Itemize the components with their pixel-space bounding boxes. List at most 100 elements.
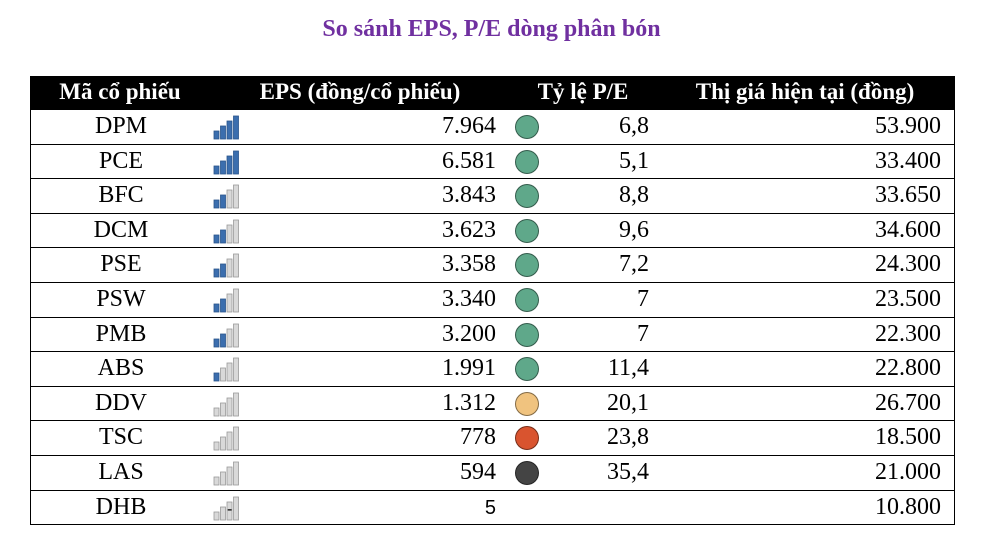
eps-value: 6.581 [442,147,496,174]
pe-value: 7 [637,286,649,312]
table-row: TSC 778 23,8 18.500 [30,421,955,456]
eps-icon [213,461,239,486]
pe-value: 35,4 [607,459,649,485]
stock-code: LAS [98,459,144,485]
table-row: PCE 6.581 5,1 33.400 [30,144,955,180]
eps-value: 1.312 [442,389,496,416]
stock-code: PCE [98,147,144,174]
icon-bar [213,199,220,209]
pe-value: 20,1 [607,389,649,416]
eps-icon [213,288,239,313]
icon-bar [233,150,239,174]
table-row: LAS 594 35,4 21.000 [30,456,955,491]
stock-code: PSE [100,251,142,278]
pe-indicator [515,391,539,416]
stock-code: DPM [94,113,148,139]
eps-icon [213,323,239,347]
price-value: 33.400 [875,147,941,174]
pe-indicator [515,322,539,347]
icon-bar [213,165,220,174]
stock-code: TSC [98,424,144,451]
eps-value: 3.340 [442,286,496,312]
pe-indicator [515,184,539,209]
pe-indicator [515,288,539,312]
eps-icon [213,392,239,417]
icon-bar [226,431,233,451]
header-cell: Mã cổ phiếu [59,79,181,104]
table-row: DDV 1.312 20,1 26.700 [30,386,955,422]
icon-bar [226,328,233,347]
icon-bar [233,392,239,417]
pe-value: 5,1 [619,147,649,174]
table-row: PSW 3.340 7 23.500 [30,283,955,318]
eps-icon [213,253,239,278]
eps-icon: - [213,496,239,520]
price-value: 33.650 [875,182,941,209]
icon-bar [233,496,239,520]
icon-bar [233,461,239,486]
table-row: PSE 3.358 7,2 24.300 [30,248,955,283]
icon-bar [226,501,233,520]
eps-value: 5 [484,496,496,519]
pe-indicator [515,218,539,243]
icon-bar [226,120,233,140]
icon-bar [213,372,220,382]
pe-value: 7,2 [619,251,649,278]
pe-indicator [515,149,539,174]
icon-bar [226,224,233,244]
eps-value: 1.991 [442,355,496,382]
eps-value: 594 [460,459,496,485]
icon-bar [213,130,220,140]
icon-bar [220,367,226,382]
eps-value: 3.843 [442,182,496,209]
header-row: Mã cổ phiếu EPS (đồng/cổ phiếu) Tỷ lệ P/E T… [30,76,955,110]
table-row: BFC 3.843 8,8 33.650 [30,179,955,214]
price-value: 22.800 [875,355,941,382]
eps-value: 3.200 [442,320,496,347]
icon-bar [213,511,220,520]
pe-indicator [515,357,539,382]
table-row: PMB 3.200 7 22.300 [30,317,955,353]
icon-bar [233,426,239,451]
price-value: 18.500 [875,424,941,451]
icon-bar [233,357,239,382]
eps-value: 3.623 [442,216,496,243]
icon-bar [220,436,226,451]
icon-bar [233,184,239,209]
icon-bar [226,258,233,278]
icon-bar [213,338,220,347]
header-cell: Thị giá hiện tại (đồng) [695,79,915,104]
table-row: DPM 7.964 6,8 53.900 [30,110,955,145]
icon-bar [226,362,233,382]
pe-value: 23,8 [607,424,649,451]
icon-bar [220,333,226,347]
icon-bar [220,402,226,417]
price-value: 22.300 [875,320,941,347]
icon-bar [226,466,233,486]
stock-code: PMB [95,320,147,347]
stock-code: DCM [93,216,149,243]
stock-code: DDV [95,389,147,416]
icon-bar [213,441,220,451]
icon-bar [233,253,239,278]
icon-bar [213,476,220,486]
eps-icon [213,357,239,382]
icon-bar [233,115,239,140]
icon-bar [233,323,239,347]
icon-bar [220,506,226,520]
pe-indicator [515,426,539,451]
eps-icon [213,184,239,209]
header-cell: Tỷ lệ P/E [537,79,629,104]
icon-bar [220,194,226,209]
icon-bar [213,234,220,244]
price-value: 34.600 [875,216,941,243]
pe-value: 9,6 [619,216,649,243]
eps-value: 778 [460,424,496,451]
icon-bar [233,219,239,244]
stock-code: ABS [97,355,145,382]
eps-value: 7.964 [442,113,496,139]
header-cell: EPS (đồng/cổ phiếu) [259,79,461,104]
icon-bar [226,189,233,209]
table-row: ABS 1.991 11,4 22.800 [30,352,955,387]
